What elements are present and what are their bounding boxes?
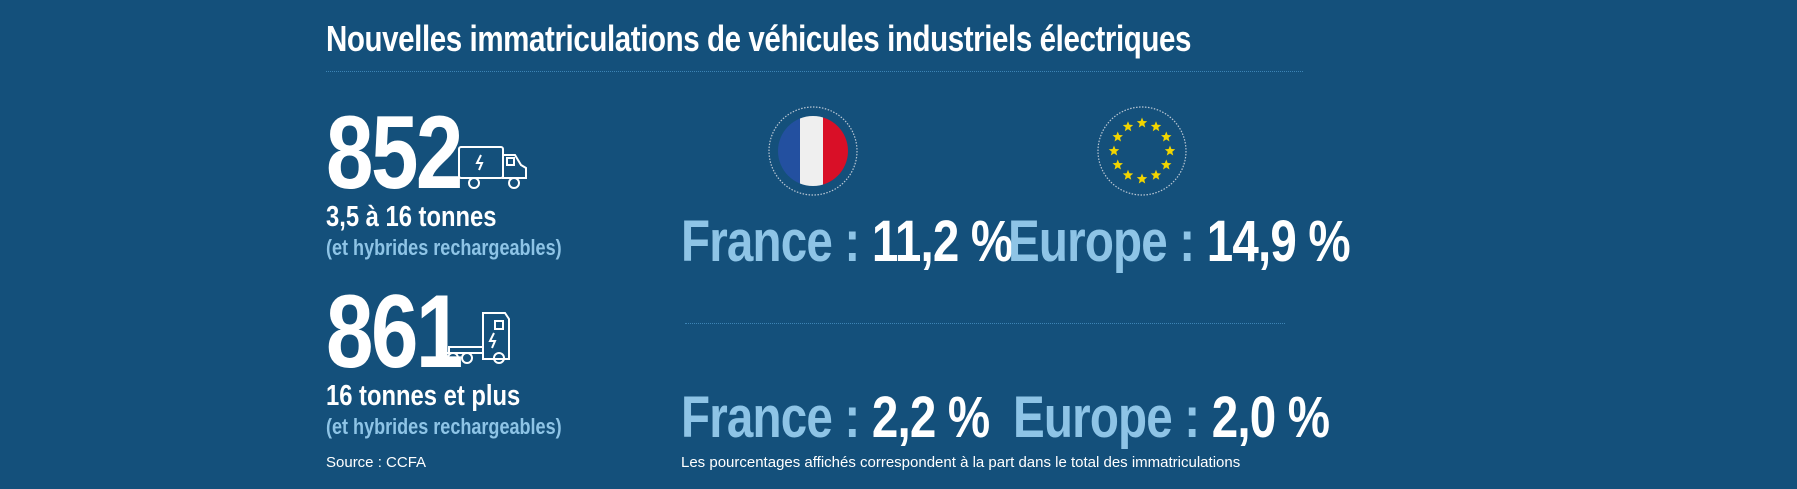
source: Source : CCFA	[326, 454, 427, 471]
europe-label: Europe :	[1008, 209, 1195, 274]
note-light: (et hybrides rechargeables)	[326, 235, 562, 260]
france-value: 11,2 %	[871, 209, 1013, 274]
weight-heavy: 16 tonnes et plus	[326, 380, 521, 412]
eu-star-icon	[1161, 159, 1172, 170]
title-divider	[326, 71, 1303, 72]
europe-value: 14,9 %	[1206, 209, 1351, 274]
section-divider	[685, 323, 1285, 324]
eu-flag-icon	[1097, 106, 1187, 196]
france-share-heavy: France : 2,2 %	[681, 389, 990, 447]
eu-star-icon	[1122, 121, 1134, 132]
france-share-light: France : 11,2 %	[681, 213, 1013, 271]
eu-star-icon	[1161, 131, 1172, 142]
eu-star-icon	[1136, 173, 1148, 184]
electric-van-icon	[458, 146, 527, 189]
electric-tractor-truck-icon	[445, 312, 510, 364]
europe-label: Europe :	[1013, 385, 1200, 450]
count-heavy: 861	[326, 274, 463, 390]
eu-star-icon	[1112, 159, 1123, 170]
weight-light: 3,5 à 16 tonnes	[326, 201, 497, 233]
count-light: 852	[326, 95, 463, 211]
page-title: Nouvelles immatriculations de véhicules …	[326, 18, 1192, 59]
footnote: Les pourcentages affichés correspondent …	[681, 454, 1241, 471]
eu-star-icon	[1108, 145, 1120, 156]
eu-star-icon	[1122, 169, 1134, 180]
eu-star-icon	[1150, 169, 1162, 180]
eu-star-icon	[1150, 121, 1162, 132]
france-label: France :	[681, 385, 860, 450]
note-heavy: (et hybrides rechargeables)	[326, 414, 562, 439]
eu-star-icon	[1112, 131, 1123, 142]
europe-share-light: Europe : 14,9 %	[1008, 213, 1351, 271]
eu-star-icon	[1164, 145, 1176, 156]
france-flag-icon	[768, 106, 858, 196]
europe-value: 2,0 %	[1211, 385, 1330, 450]
eu-star-icon	[1136, 117, 1148, 128]
europe-share-heavy: Europe : 2,0 %	[1013, 389, 1330, 447]
france-value: 2,2 %	[871, 385, 990, 450]
france-label: France :	[681, 209, 860, 274]
